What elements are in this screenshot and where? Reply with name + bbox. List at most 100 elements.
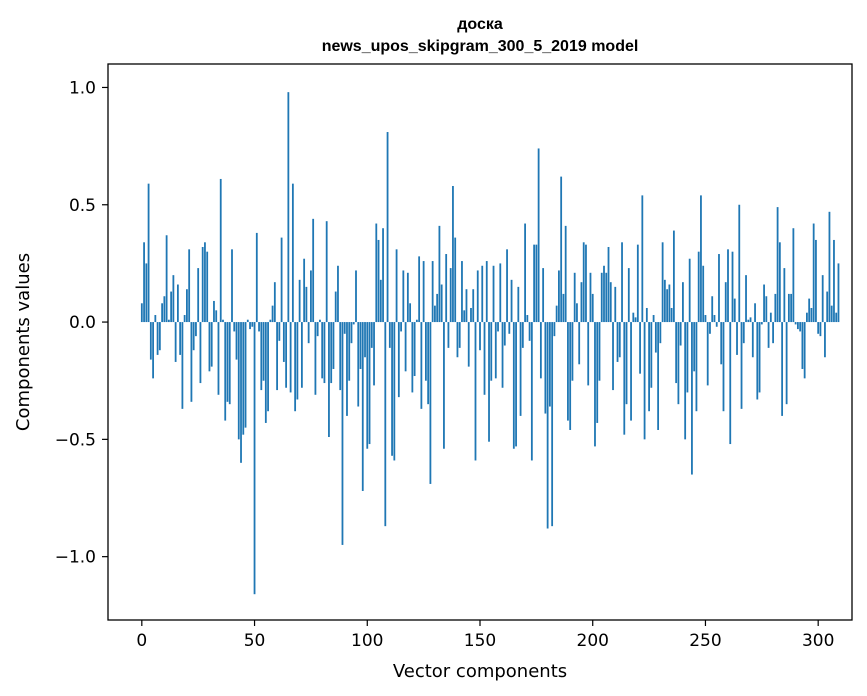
bar <box>409 303 412 323</box>
bar <box>154 315 157 323</box>
bar <box>537 148 540 323</box>
bar <box>204 242 206 323</box>
bar <box>310 270 312 323</box>
bar <box>682 282 684 323</box>
bar <box>598 322 601 381</box>
bar <box>436 293 439 323</box>
bar <box>652 315 655 323</box>
bar <box>763 284 765 323</box>
bar <box>693 322 696 372</box>
bar <box>240 322 242 463</box>
bar <box>787 293 790 323</box>
bar <box>431 261 434 323</box>
bar <box>440 284 443 323</box>
bar <box>332 322 335 369</box>
bar <box>337 265 339 323</box>
bar <box>796 322 799 330</box>
x-tick-label: 100 <box>351 631 383 651</box>
bar <box>190 322 193 402</box>
y-axis-label: Components values <box>13 253 34 431</box>
bar <box>668 284 671 323</box>
bar <box>634 317 637 323</box>
bar <box>388 322 391 348</box>
bar <box>339 322 342 391</box>
bar <box>630 322 632 421</box>
bar <box>404 322 407 372</box>
bar <box>253 322 256 595</box>
bar <box>578 322 581 365</box>
bar <box>264 322 267 423</box>
bar <box>747 319 750 323</box>
y-tick-label: 0.5 <box>69 196 96 216</box>
bar <box>341 322 344 545</box>
bar <box>242 322 245 435</box>
chart-title-line2: news_upos_skipgram_300_5_2019 model <box>322 38 639 55</box>
bar <box>251 322 254 327</box>
bar <box>291 183 294 323</box>
bar <box>790 293 793 323</box>
bar <box>754 303 756 323</box>
bar <box>334 291 337 323</box>
bar <box>258 322 260 332</box>
bar <box>648 322 650 412</box>
bar <box>273 282 276 323</box>
bar <box>174 322 177 362</box>
bar <box>677 322 680 405</box>
bar <box>627 268 630 323</box>
bar <box>192 322 195 351</box>
bar <box>282 322 285 362</box>
bar <box>314 322 317 395</box>
bar <box>697 251 700 323</box>
bar <box>237 322 240 440</box>
bar <box>582 242 585 323</box>
bar <box>352 322 355 325</box>
bar <box>370 322 373 348</box>
bar <box>824 322 826 358</box>
bar <box>765 296 768 323</box>
bar <box>260 322 263 391</box>
bar <box>359 322 362 369</box>
bar <box>817 322 820 334</box>
bar <box>461 261 463 323</box>
bar <box>713 315 716 323</box>
bar <box>415 319 418 323</box>
bar <box>589 272 592 323</box>
bar <box>686 322 689 393</box>
bar <box>501 322 504 388</box>
bar <box>528 322 531 341</box>
bar <box>756 322 759 400</box>
bar <box>742 322 745 344</box>
bar <box>278 322 281 341</box>
bar <box>328 322 330 438</box>
bar <box>402 270 405 323</box>
bar <box>215 310 218 323</box>
bar <box>255 232 258 323</box>
bar <box>463 310 466 323</box>
bar <box>679 322 682 346</box>
bar <box>472 289 475 323</box>
bar <box>411 322 414 393</box>
bar <box>420 322 423 409</box>
bar <box>497 322 499 332</box>
bar <box>467 322 470 367</box>
bar <box>517 286 520 323</box>
bar <box>186 289 188 323</box>
bar <box>481 265 484 323</box>
bar <box>364 322 366 358</box>
bar <box>305 286 308 323</box>
bar <box>515 322 517 447</box>
bar <box>560 176 563 323</box>
y-tick-label: 0.0 <box>69 313 96 333</box>
bar <box>285 322 288 388</box>
bar <box>456 322 459 358</box>
bar <box>445 254 448 323</box>
bar <box>808 298 811 323</box>
bar <box>709 322 711 334</box>
bar <box>587 322 590 386</box>
bar <box>156 322 159 355</box>
bar <box>183 315 186 323</box>
bar <box>526 315 529 323</box>
bar <box>760 322 763 325</box>
bar <box>738 204 741 323</box>
bar <box>533 244 536 323</box>
